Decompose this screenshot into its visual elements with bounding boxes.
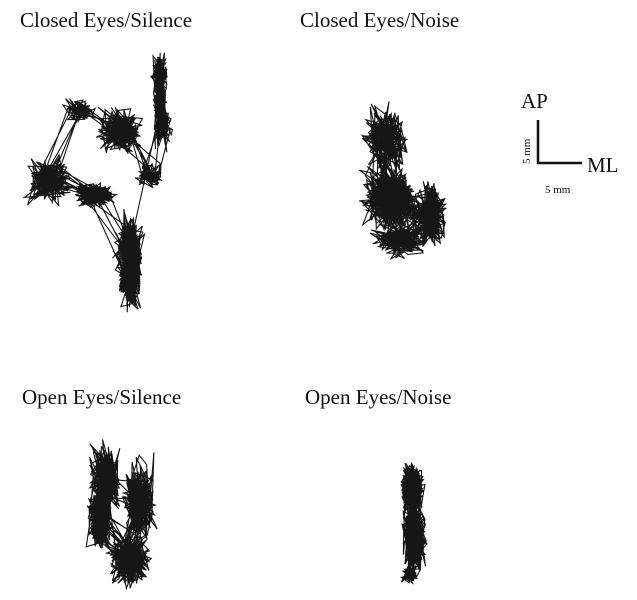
panel-title: Closed Eyes/Silence	[20, 8, 192, 32]
sway-trace	[22, 52, 174, 293]
horizontal-length: 5 mm	[545, 184, 571, 196]
sway-trace	[85, 439, 158, 591]
panel-title: Open Eyes/Silence	[22, 385, 181, 409]
ml-label: ML	[587, 153, 619, 177]
sway-trace	[399, 462, 428, 585]
vertical-length: 5 mm	[521, 138, 533, 164]
traces	[22, 52, 447, 591]
panel-title: Closed Eyes/Noise	[300, 8, 459, 32]
ap-label: AP	[521, 89, 548, 113]
panel-title: Open Eyes/Noise	[305, 385, 451, 409]
scale-bar: AP ML 5 mm 5 mm	[521, 89, 619, 196]
sway-trace	[358, 101, 447, 260]
sway-trace	[116, 63, 168, 313]
